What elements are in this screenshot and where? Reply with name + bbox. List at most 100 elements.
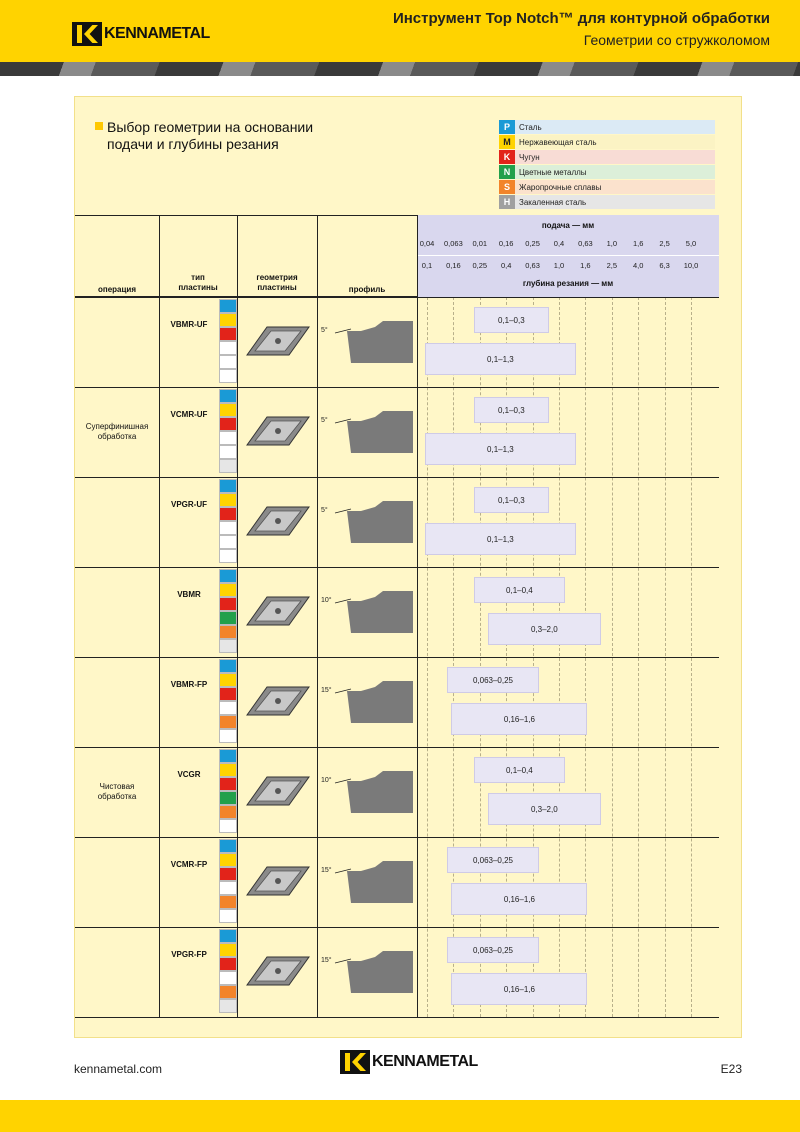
material-chip bbox=[219, 299, 237, 313]
material-chip bbox=[219, 625, 237, 639]
depth-tick: 0,63 bbox=[525, 261, 540, 270]
feed-tick: 0,63 bbox=[578, 239, 593, 248]
header-stripes bbox=[0, 62, 800, 76]
cutting-profile-icon bbox=[334, 321, 413, 363]
material-chip bbox=[219, 853, 237, 867]
profile-angle: 5° bbox=[321, 417, 328, 424]
material-chip bbox=[219, 701, 237, 715]
brand-name: KENNAMETAL bbox=[104, 25, 210, 42]
content-panel: Выбор геометрии на основании подачи и гл… bbox=[74, 96, 742, 1038]
footer-strip bbox=[0, 1100, 800, 1132]
cutting-profile-icon bbox=[334, 681, 413, 723]
insert-type-label: VCMR-UF bbox=[170, 410, 208, 419]
material-chip bbox=[219, 791, 237, 805]
material-chip bbox=[219, 569, 237, 583]
depth-tick: 10,0 bbox=[683, 261, 699, 270]
material-chips bbox=[219, 389, 237, 473]
material-chip bbox=[219, 389, 237, 403]
cutting-profile-icon bbox=[334, 501, 413, 543]
footer-site: kennametal.com bbox=[74, 1062, 163, 1076]
depth-tick: 2,5 bbox=[606, 261, 618, 270]
operation-label: Чистовая bbox=[99, 782, 135, 791]
feed-tick: 5,0 bbox=[685, 239, 697, 248]
cutting-profile-icon bbox=[334, 951, 413, 993]
material-chips bbox=[219, 569, 237, 653]
material-chip bbox=[219, 369, 237, 383]
insert-geometry-icon bbox=[246, 506, 310, 536]
material-chip bbox=[219, 985, 237, 999]
page-subtitle: Геометрии со стружколомом bbox=[583, 32, 770, 48]
profile-angle: 5° bbox=[321, 327, 328, 334]
column-divider bbox=[417, 215, 418, 1017]
depth-tick: 6,3 bbox=[659, 261, 670, 270]
legend-code: N bbox=[499, 165, 515, 179]
legend-label: Закаленная сталь bbox=[519, 197, 587, 207]
section-title-line2: подачи и глубины резания bbox=[107, 136, 279, 152]
depth-tick: 0,4 bbox=[500, 261, 512, 270]
depth-tick: 0,25 bbox=[472, 261, 488, 270]
legend-label: Сталь bbox=[519, 122, 542, 132]
feed-tick: 0,25 bbox=[525, 239, 540, 248]
material-chip bbox=[219, 729, 237, 743]
insert-geometry-icon bbox=[246, 686, 310, 716]
feed-range-bar: 0,063–0,25 bbox=[447, 937, 539, 963]
table-row bbox=[75, 567, 719, 657]
insert-geometry-icon bbox=[246, 326, 310, 356]
legend-item-k: K Чугун bbox=[499, 150, 715, 164]
material-chip bbox=[219, 687, 237, 701]
legend-label: Чугун bbox=[519, 152, 540, 162]
table-row bbox=[75, 387, 719, 477]
bullet-square-icon bbox=[95, 122, 103, 130]
table-row bbox=[75, 657, 719, 747]
cutting-profile-icon bbox=[334, 591, 413, 633]
table-bottom-line bbox=[75, 1017, 719, 1018]
cutting-profile-icon bbox=[334, 411, 413, 453]
feed-tick: 1,0 bbox=[606, 239, 618, 248]
depth-range-bar: 0,16–1,6 bbox=[451, 883, 588, 915]
depth-tick: 0,16 bbox=[446, 261, 461, 270]
table-row bbox=[75, 837, 719, 927]
depth-tick: 1,6 bbox=[580, 261, 591, 270]
insert-geometry-icon bbox=[246, 596, 310, 626]
legend-label: Жаропрочные сплавы bbox=[519, 182, 602, 192]
legend-code: M bbox=[499, 135, 515, 149]
material-chip bbox=[219, 639, 237, 653]
feed-tick: 0,4 bbox=[553, 239, 565, 248]
material-chip bbox=[219, 881, 237, 895]
material-chip bbox=[219, 805, 237, 819]
page-title: Инструмент Top Notch™ для контурной обра… bbox=[392, 10, 770, 27]
insert-type-label: VCGR bbox=[177, 770, 201, 779]
material-chips bbox=[219, 749, 237, 833]
depth-range-bar: 0,1–1,3 bbox=[425, 433, 576, 465]
material-chip bbox=[219, 583, 237, 597]
feed-header-bg bbox=[417, 215, 719, 297]
cutting-profile-icon bbox=[334, 771, 413, 813]
insert-type-label: VBMR-FP bbox=[170, 680, 208, 689]
depth-label: глубина резания — мм bbox=[522, 279, 614, 288]
material-chip bbox=[219, 313, 237, 327]
legend-item-n: N Цветные металлы bbox=[499, 165, 715, 179]
feed-tick: 1,6 bbox=[632, 239, 644, 248]
operation-label: обработка bbox=[97, 792, 137, 801]
legend-label: Нержавеющая сталь bbox=[519, 137, 597, 147]
depth-range-bar: 0,16–1,6 bbox=[451, 973, 588, 1005]
material-chip bbox=[219, 341, 237, 355]
col-type-2: пластины bbox=[178, 283, 218, 292]
material-chip bbox=[219, 749, 237, 763]
footer-kennametal-logo: KENNAMETAL bbox=[340, 1050, 478, 1074]
material-chip bbox=[219, 507, 237, 521]
material-chip bbox=[219, 777, 237, 791]
feed-range-bar: 0,1–0,4 bbox=[473, 757, 565, 783]
material-chip bbox=[219, 839, 237, 853]
depth-range-bar: 0,3–2,0 bbox=[488, 793, 601, 825]
feed-tick: 0,063 bbox=[444, 239, 463, 248]
insert-geometry-icon bbox=[246, 776, 310, 806]
insert-type-label: VCMR-FP bbox=[170, 860, 208, 869]
depth-tick: 0,1 bbox=[421, 261, 433, 270]
material-chips bbox=[219, 299, 237, 383]
material-chip bbox=[219, 929, 237, 943]
material-chips bbox=[219, 659, 237, 743]
col-profile: профиль bbox=[348, 285, 386, 294]
profile-angle: 10° bbox=[321, 777, 332, 784]
material-chip bbox=[219, 549, 237, 563]
